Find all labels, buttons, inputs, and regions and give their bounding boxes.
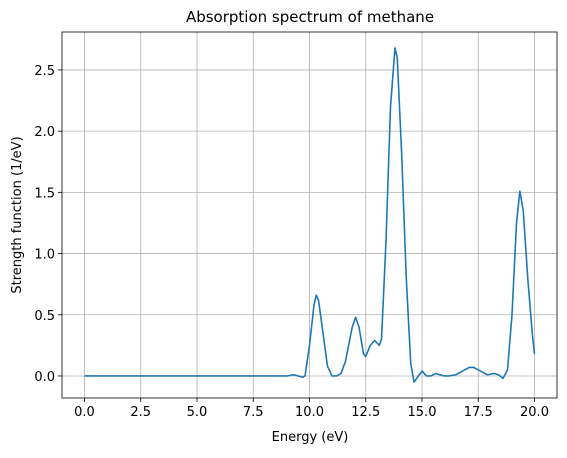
plot-frame — [61, 31, 558, 399]
chart-title: Absorption spectrum of methane — [186, 8, 434, 26]
data-line — [84, 47, 536, 383]
x-tick-label: 15.0 — [408, 405, 437, 420]
y-tick-label: 0.0 — [34, 370, 55, 385]
x-tick-label: 20.0 — [520, 405, 549, 420]
y-tick-label: 0.5 — [34, 309, 55, 324]
y-tick-label: 2.5 — [34, 64, 55, 79]
y-axis-label: Strength function (1/eV) — [10, 136, 25, 293]
x-tick-label: 17.5 — [464, 405, 493, 420]
x-tick-label: 5.0 — [187, 405, 208, 420]
x-tick-label: 7.5 — [243, 405, 264, 420]
x-axis-label: Energy (eV) — [272, 430, 349, 445]
x-tick-label: 2.5 — [130, 405, 151, 420]
y-tick-label: 1.5 — [34, 186, 55, 201]
y-tick-label: 2.0 — [34, 125, 55, 140]
y-tick-label: 1.0 — [34, 248, 55, 263]
x-tick-label: 10.0 — [295, 405, 324, 420]
x-tick-label: 0.0 — [74, 405, 95, 420]
x-tick-label: 12.5 — [351, 405, 380, 420]
